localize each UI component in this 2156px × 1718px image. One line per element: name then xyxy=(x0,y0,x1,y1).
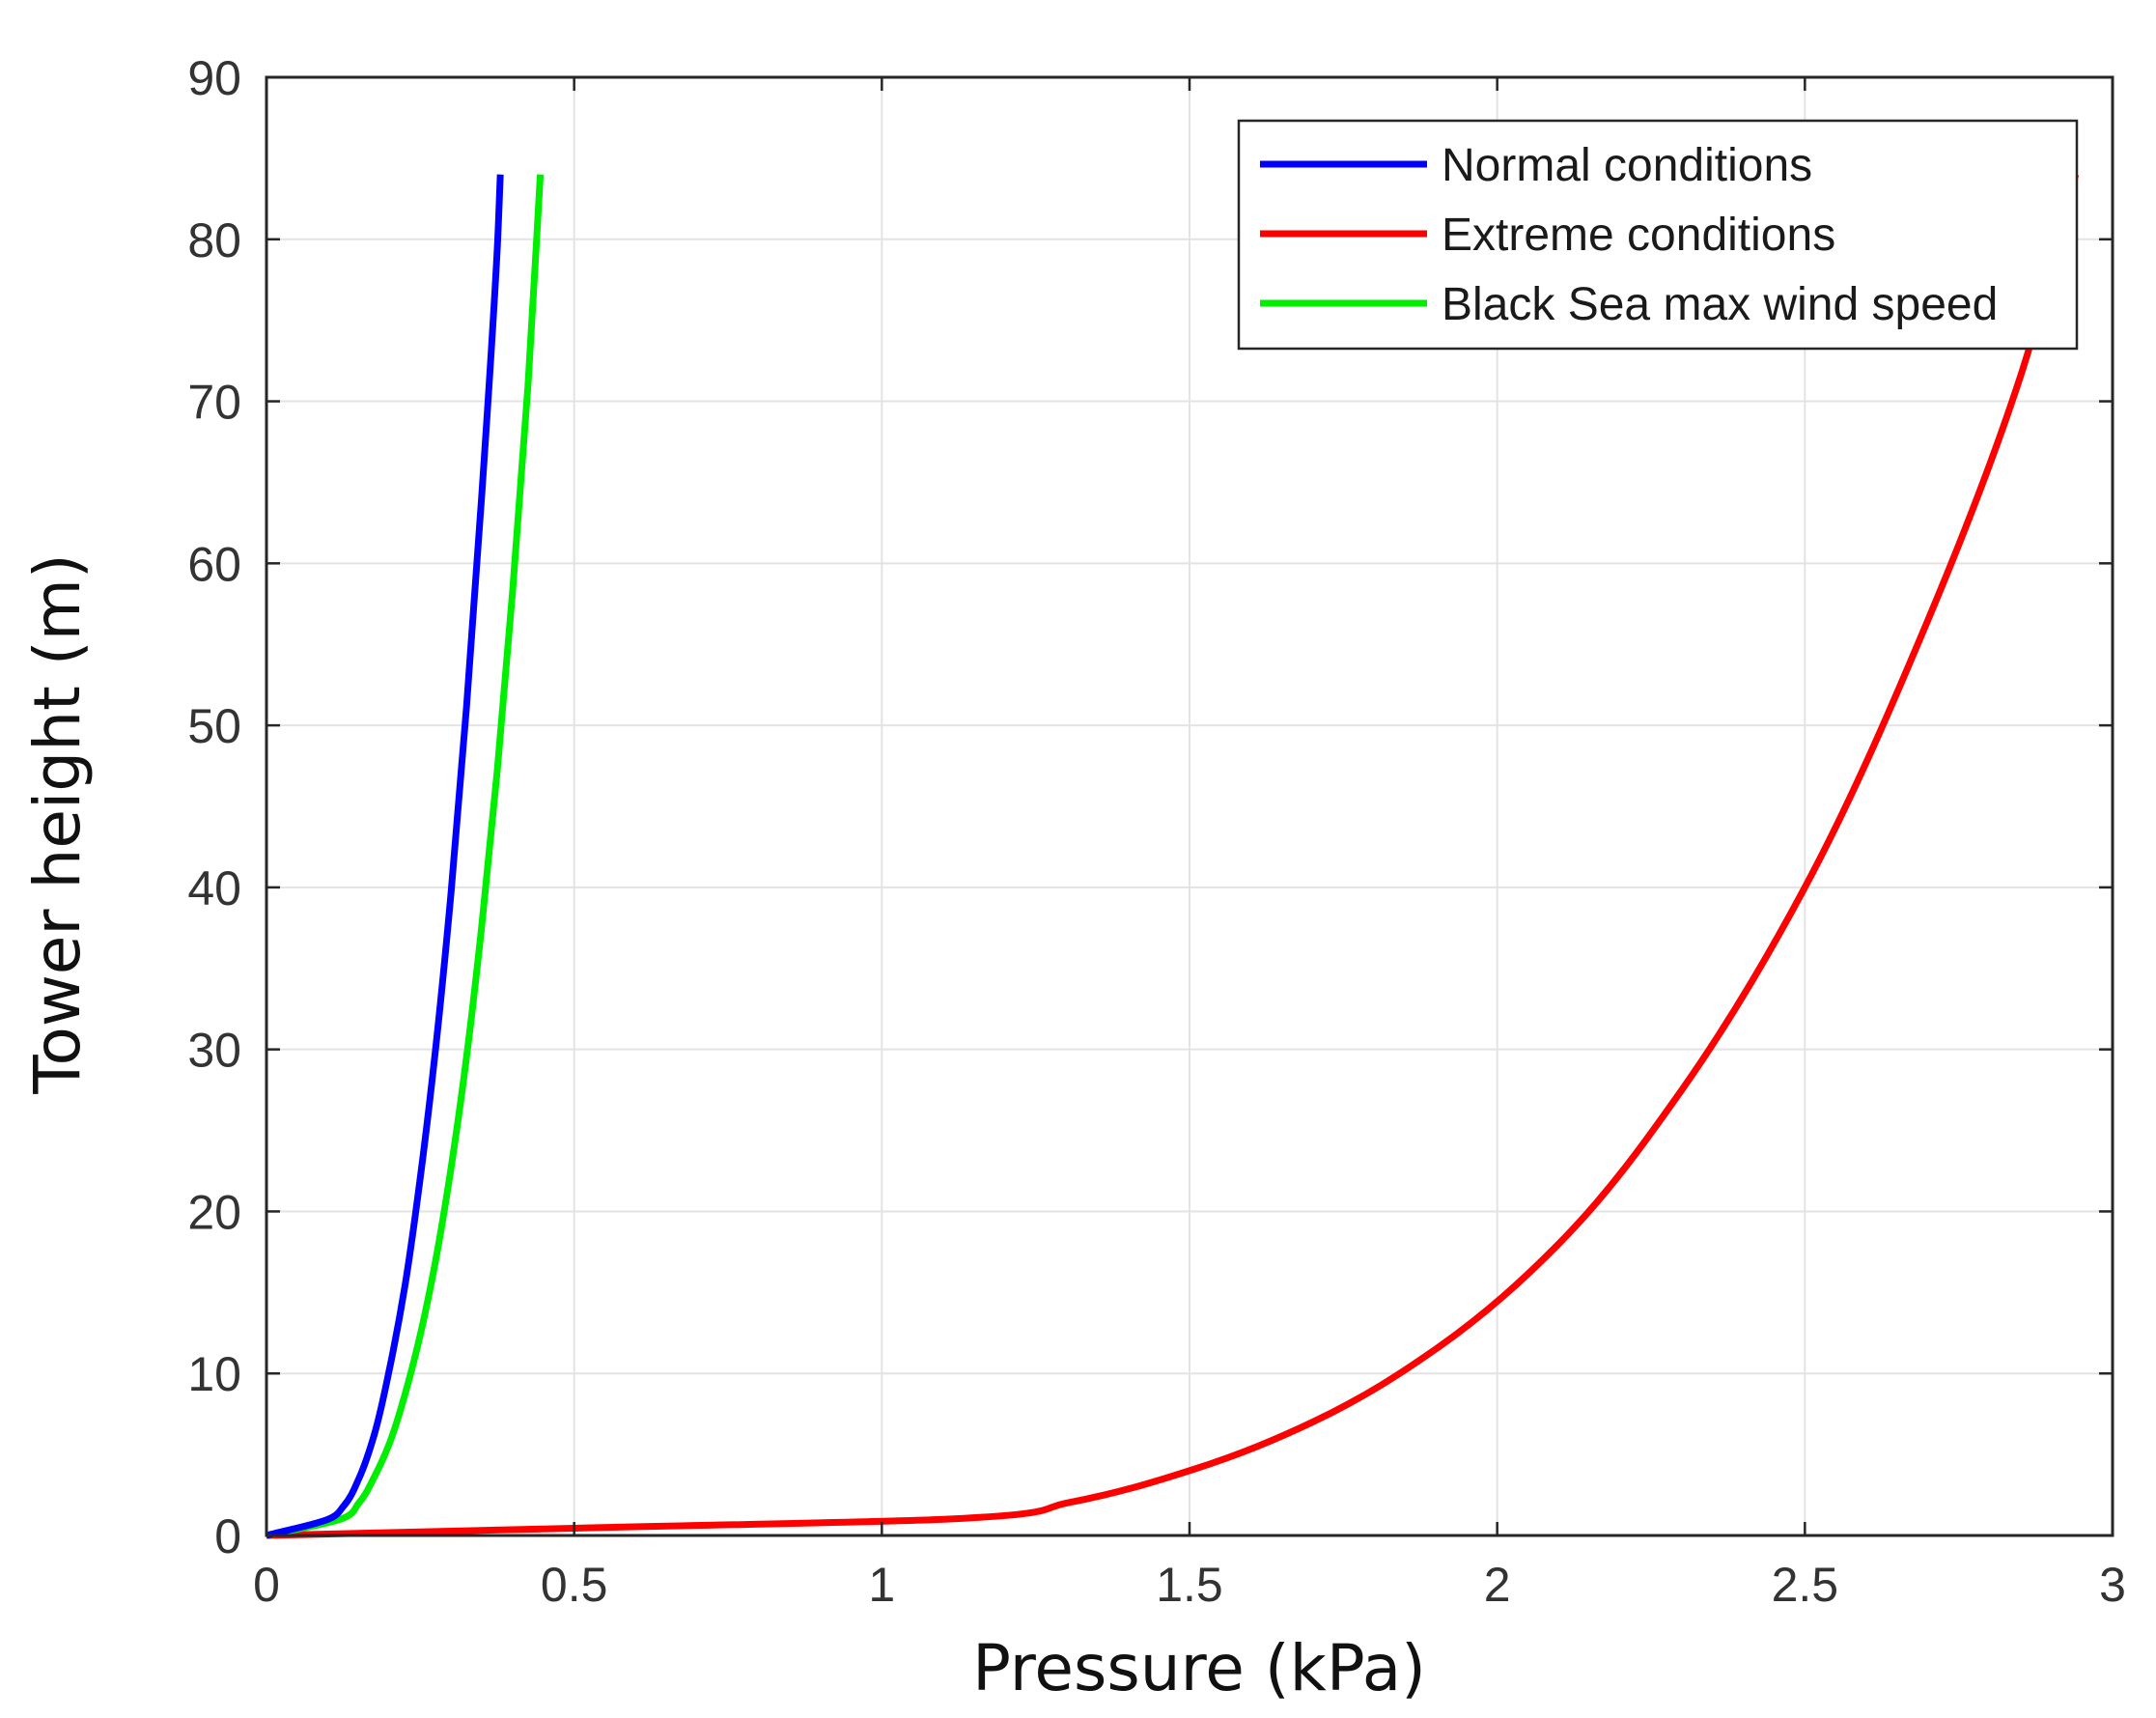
x-tick-label: 1 xyxy=(868,1558,895,1612)
y-tick-label: 50 xyxy=(187,699,241,753)
x-tick-label: 3 xyxy=(2099,1558,2126,1612)
y-tick-label: 40 xyxy=(187,861,241,915)
series-line-extreme-conditions xyxy=(266,173,2080,1539)
y-tick-label: 80 xyxy=(187,213,241,268)
x-tick-label: 0.5 xyxy=(541,1558,608,1612)
legend: Normal conditions Extreme conditions Bla… xyxy=(1237,119,2079,351)
y-tick-label: 0 xyxy=(214,1509,241,1563)
y-tick-label: 90 xyxy=(187,51,241,105)
x-tick-label: 2.5 xyxy=(1772,1558,1839,1612)
y-tick-label: 10 xyxy=(187,1347,241,1401)
y-tick-label: 20 xyxy=(187,1185,241,1239)
series-line-black-sea-max-wind-speed xyxy=(266,174,545,1539)
x-tick-label: 2 xyxy=(1484,1558,1511,1612)
grid xyxy=(266,77,2113,1535)
legend-label-black-sea-max-wind-speed: Black Sea max wind speed xyxy=(1442,279,1998,330)
series-line-normal-conditions xyxy=(266,174,504,1539)
y-tick-label: 30 xyxy=(187,1024,241,1078)
x-tick-label: 1.5 xyxy=(1156,1558,1223,1612)
x-axis-title: Pressure (kPa) xyxy=(972,1631,1426,1705)
legend-label-extreme-conditions: Extreme conditions xyxy=(1442,210,1835,261)
x-tick-label: 0 xyxy=(253,1558,280,1612)
legend-label-normal-conditions: Normal conditions xyxy=(1442,140,1812,191)
series-lines xyxy=(266,173,2080,1539)
y-tick-label: 70 xyxy=(187,376,241,430)
y-axis-title: Tower height (m) xyxy=(20,553,95,1094)
y-tick-label: 60 xyxy=(187,537,241,591)
